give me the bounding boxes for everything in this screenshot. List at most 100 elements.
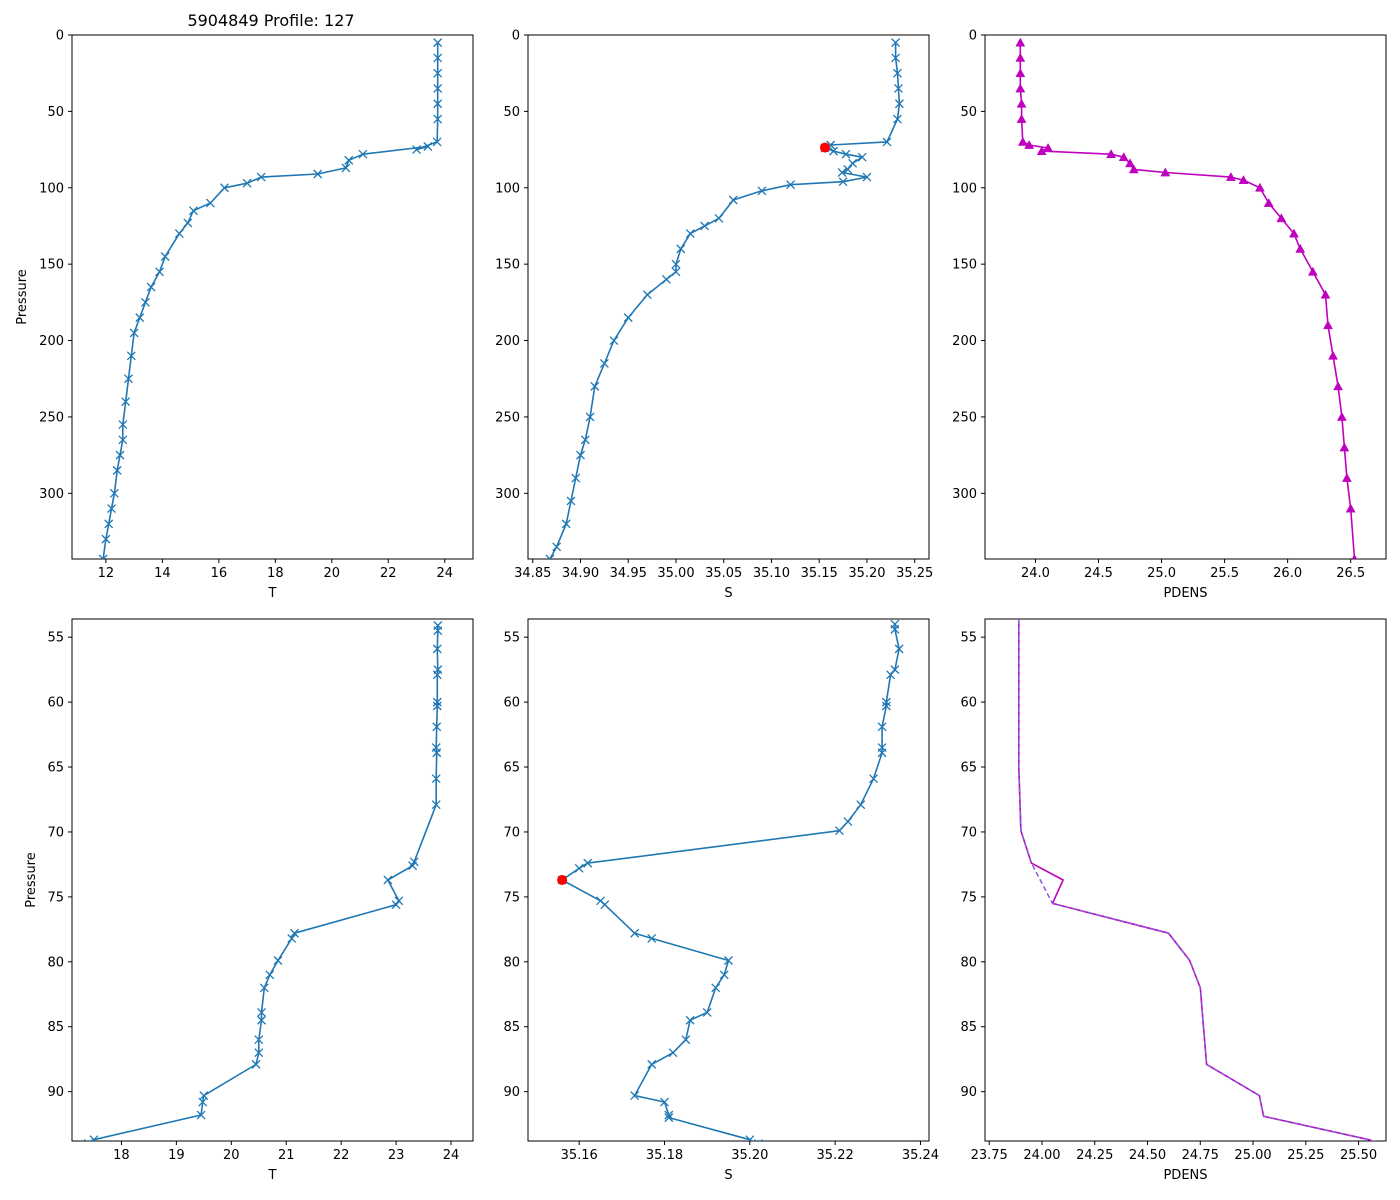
y-tick-label: 300: [39, 487, 64, 502]
data-point: [630, 928, 640, 938]
data-point: [664, 1110, 674, 1120]
data-point: [412, 145, 421, 155]
y-tick-label: 70: [47, 825, 64, 840]
data-point: [1015, 37, 1026, 47]
data-point: [124, 374, 133, 384]
plot-area: [98, 38, 443, 559]
data-point: [313, 169, 323, 179]
data-point: [1339, 442, 1350, 452]
x-tick-label: 24.50: [1129, 1148, 1166, 1163]
x-tick-label: 35.22: [817, 1148, 854, 1163]
series-line-T: [102, 42, 439, 559]
data-point: [140, 297, 150, 307]
x-tick-label: 25.5: [1210, 566, 1239, 581]
y-tick-label: 60: [47, 696, 64, 711]
x-axis-label: S: [724, 1168, 732, 1183]
y-tick-label: 80: [503, 955, 520, 970]
x-tick-label: 14: [154, 566, 171, 581]
x-tick-label: 26.0: [1273, 566, 1302, 581]
data-point: [1351, 553, 1358, 559]
y-tick-label: 85: [960, 1020, 977, 1035]
data-point: [433, 626, 443, 636]
data-point: [115, 450, 125, 460]
data-point: [1341, 473, 1352, 482]
data-point: [1328, 350, 1338, 360]
data-point: [101, 534, 111, 544]
data-point: [891, 38, 901, 48]
subplot-bottom-PDENS: 23.75 24.00 24.25 24.50 24.75 25.00 25.25 25.50…: [960, 618, 1387, 1183]
data-point: [862, 172, 872, 182]
data-point: [146, 282, 156, 292]
y-tick-label: 80: [960, 955, 977, 970]
data-point: [1043, 143, 1053, 152]
x-tick-label: 22: [380, 566, 397, 581]
y-tick-label: 50: [47, 105, 64, 120]
x-tick-label: 35.25: [896, 566, 933, 581]
plot-area: [84, 621, 443, 1141]
subplot-bottom-T: 18 19 20 21 22 23 24 55 60 65 70 75 80 85 90 T Pressure: [24, 618, 474, 1183]
data-point: [254, 1048, 264, 1058]
y-tick-label: 300: [952, 487, 977, 502]
y-tick-label: 55: [960, 631, 977, 646]
data-point: [408, 861, 418, 871]
x-tick-label: 34.90: [562, 566, 599, 581]
data-point: [837, 168, 847, 177]
data-point: [160, 252, 170, 261]
y-tick-label: 85: [47, 1020, 64, 1035]
data-point: [257, 1015, 266, 1025]
data-point: [1036, 146, 1047, 155]
data-point: [265, 970, 275, 980]
y-tick-label: 60: [503, 696, 520, 711]
axes-frame: [527, 34, 930, 560]
data-point: [1225, 172, 1236, 181]
data-point: [98, 554, 108, 559]
axes-frame: [984, 618, 1387, 1142]
data-point: [1238, 175, 1249, 184]
data-point: [574, 863, 584, 873]
data-point: [676, 244, 686, 254]
y-tick-label: 100: [952, 181, 977, 196]
data-point: [571, 473, 581, 483]
data-point: [714, 213, 724, 223]
data-point: [1160, 167, 1171, 177]
y-tick-label: 60: [960, 696, 977, 711]
data-point: [254, 1035, 264, 1045]
data-point: [1254, 182, 1265, 192]
plot-area: [1017, 619, 1375, 1141]
data-point: [135, 313, 145, 323]
data-point: [431, 774, 441, 784]
y-tick-label: 200: [39, 334, 64, 349]
data-point: [600, 900, 610, 910]
data-point: [1333, 381, 1344, 391]
data-point: [341, 163, 351, 173]
data-point: [1295, 243, 1306, 253]
y-tick-label: 250: [39, 410, 64, 425]
data-point: [671, 259, 681, 269]
data-point: [838, 177, 848, 187]
y-tick-label: 100: [39, 181, 64, 196]
data-point: [728, 195, 738, 205]
x-tick-label: 35.00: [657, 566, 694, 581]
data-point: [661, 274, 671, 284]
data-point: [786, 180, 796, 190]
data-point: [1125, 158, 1135, 168]
y-tick-label: 85: [503, 1020, 520, 1035]
data-point: [843, 164, 853, 174]
data-point: [630, 1091, 640, 1101]
data-point: [259, 983, 269, 993]
data-point: [174, 229, 184, 239]
data-point: [433, 84, 443, 93]
data-point: [700, 221, 710, 231]
data-point: [877, 748, 887, 758]
data-point: [1307, 266, 1318, 276]
y-tick-label: 250: [952, 410, 977, 425]
data-point: [757, 186, 767, 196]
data-point: [344, 155, 354, 165]
data-point: [552, 542, 562, 552]
axes-frame: [527, 618, 930, 1142]
y-tick-label: 55: [503, 631, 520, 646]
data-point: [671, 267, 681, 277]
data-point: [848, 158, 858, 168]
y-tick-label: 50: [503, 105, 520, 120]
data-point: [829, 146, 838, 156]
